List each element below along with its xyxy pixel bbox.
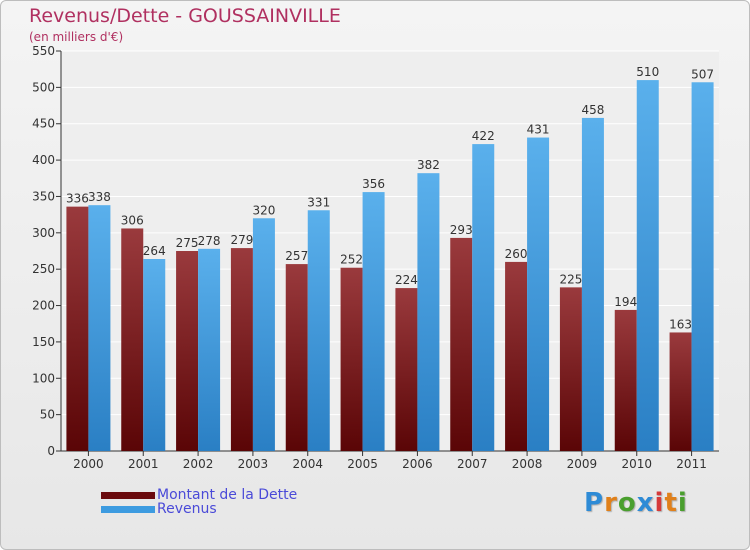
data-label-revenus-2001: 264 [143,244,166,258]
bar-revenus-2007 [472,144,495,451]
y-tick-label: 550 [32,44,55,58]
bar-debt-2007 [450,237,473,451]
y-tick-label: 350 [32,189,55,203]
x-tick-label: 2002 [183,457,214,471]
data-label-revenus-2011: 507 [691,67,714,81]
bar-revenus-2005 [362,192,385,451]
axis-layer: 0 50 100 150 200 250 300 350 400 450 500 550 2000 200… [32,44,719,471]
bar-debt-2010 [614,309,637,451]
proxiti-logo: Proxiti [584,488,688,518]
logo-letter: t [664,488,678,518]
x-tick-label: 2006 [402,457,433,471]
bar-debt-2000 [66,206,89,451]
data-label-debt-2009: 225 [559,272,582,286]
y-tick-label: 200 [32,299,55,313]
legend-item-revenus: Revenus [101,501,217,517]
bar-revenus-2006 [417,173,440,451]
bar-revenus-2009 [581,117,604,451]
bar-debt-2001 [121,228,144,451]
legend-item-debt: Montant de la Dette [101,487,297,503]
data-label-debt-2003: 279 [230,233,253,247]
data-label-revenus-2000: 338 [88,190,111,204]
bar-debt-2002 [176,251,199,451]
data-label-debt-2000: 336 [66,192,89,206]
data-label-debt-2002: 275 [176,236,199,250]
data-label-revenus-2007: 422 [472,129,495,143]
bar-revenus-2008 [527,137,550,451]
logo-letter: r [604,488,618,518]
legend-swatch-revenus [101,505,155,513]
bar-layer [66,80,714,451]
bar-revenus-2010 [636,80,659,451]
data-label-debt-2007: 293 [450,223,473,237]
data-label-debt-2005: 252 [340,253,363,267]
data-label-revenus-2003: 320 [252,203,275,217]
y-tick-label: 300 [32,226,55,240]
data-label-revenus-2004: 331 [307,195,330,209]
x-tick-label: 2007 [457,457,488,471]
y-tick-label: 100 [32,371,55,385]
bar-debt-2008 [505,261,528,451]
bar-debt-2005 [340,267,363,451]
data-label-debt-2008: 260 [505,247,528,261]
data-label-revenus-2009: 458 [581,103,604,117]
x-tick-label: 2008 [512,457,543,471]
x-tick-label: 2009 [567,457,598,471]
data-label-debt-2006: 224 [395,273,418,287]
data-label-debt-2001: 306 [121,213,144,227]
y-tick-label: 400 [32,153,55,167]
plot-area [61,51,719,451]
logo-letter: i [654,488,665,518]
data-label-revenus-2002: 278 [198,234,221,248]
y-tick-label: 0 [47,444,55,458]
chart-title: Revenus/Dette - GOUSSAINVILLE [29,5,341,27]
data-label-revenus-2006: 382 [417,158,440,172]
x-tick-label: 2000 [73,457,104,471]
bar-revenus-2001 [143,259,166,451]
bar-debt-2009 [559,287,582,451]
grid-layer [61,50,719,451]
bar-debt-2011 [669,332,692,451]
y-tick-label: 150 [32,335,55,349]
bar-debt-2004 [285,264,308,451]
bar-debt-2003 [230,248,253,451]
x-tick-label: 2003 [238,457,269,471]
y-tick-label: 500 [32,80,55,94]
x-tick-label: 2001 [128,457,159,471]
bar-revenus-2003 [252,218,275,451]
legend-label-revenus: Revenus [157,501,217,517]
y-tick-label: 50 [40,408,55,422]
data-label-debt-2004: 257 [285,249,308,263]
x-tick-label: 2011 [676,457,707,471]
data-label-revenus-2010: 510 [636,65,659,79]
logo-letter: P [584,488,605,518]
x-tick-label: 2005 [347,457,378,471]
chart-subtitle: (en milliers d'€) [29,30,124,44]
bar-debt-2006 [395,288,418,451]
data-label-revenus-2008: 431 [527,123,550,137]
label-layer: 336 338 306 264 275 278 279 320 257 331 252 356 224 3… [66,65,714,331]
x-tick-label: 2004 [292,457,323,471]
logo-letter: i [677,488,688,518]
data-label-debt-2011: 163 [669,317,692,331]
x-tick-label: 2010 [621,457,652,471]
legend-label-debt: Montant de la Dette [157,487,298,503]
bar-revenus-2000 [88,205,111,451]
bar-revenus-2004 [307,210,330,451]
bar-revenus-2011 [691,82,714,451]
legend-swatch-debt [101,491,155,499]
y-tick-label: 250 [32,262,55,276]
bar-revenus-2002 [198,248,221,451]
y-tick-label: 450 [32,117,55,131]
data-label-revenus-2005: 356 [362,177,385,191]
data-label-debt-2010: 194 [614,295,637,309]
logo-letter: x [636,488,655,518]
logo-letter: o [617,488,637,518]
